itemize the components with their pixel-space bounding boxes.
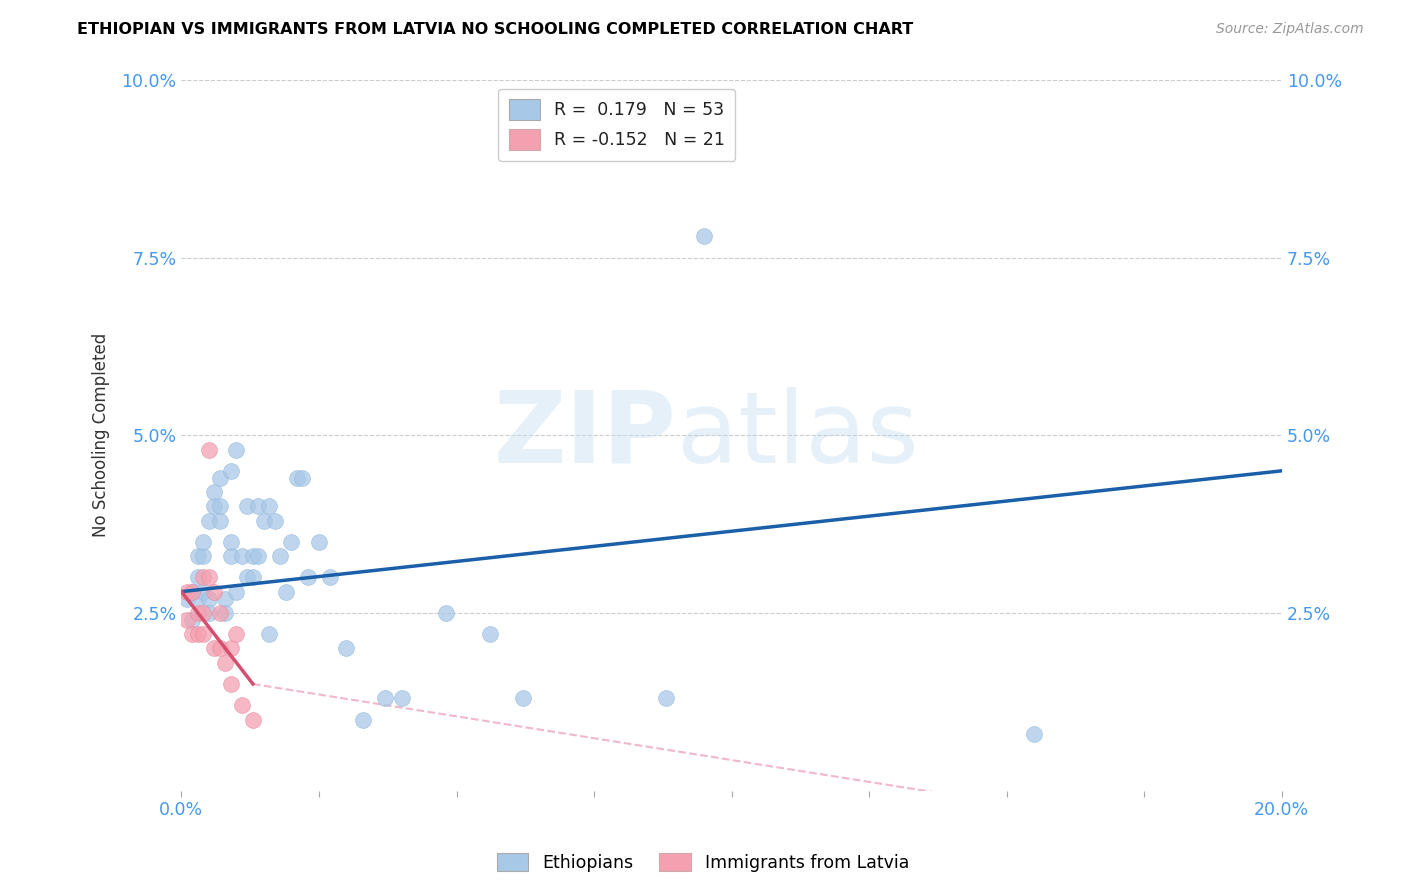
Point — [187, 606, 209, 620]
Point — [198, 442, 221, 457]
Point — [181, 584, 204, 599]
Point — [181, 584, 204, 599]
Point — [274, 584, 297, 599]
Point — [176, 591, 198, 606]
Point — [198, 591, 221, 606]
Point — [247, 549, 270, 563]
Point — [654, 691, 676, 706]
Point — [478, 627, 501, 641]
Point — [219, 549, 242, 563]
Point — [198, 606, 221, 620]
Text: Source: ZipAtlas.com: Source: ZipAtlas.com — [1216, 22, 1364, 37]
Point — [391, 691, 413, 706]
Point — [208, 514, 231, 528]
Point — [225, 442, 247, 457]
Text: atlas: atlas — [676, 387, 918, 483]
Point — [225, 584, 247, 599]
Point — [187, 570, 209, 584]
Point — [187, 627, 209, 641]
Point — [219, 534, 242, 549]
Y-axis label: No Schooling Completed: No Schooling Completed — [93, 334, 110, 537]
Point — [208, 606, 231, 620]
Point — [335, 641, 357, 656]
Point — [374, 691, 396, 706]
Point — [1024, 727, 1046, 741]
Point — [176, 584, 198, 599]
Point — [231, 698, 253, 713]
Point — [231, 549, 253, 563]
Point — [693, 229, 716, 244]
Point — [204, 485, 226, 500]
Point — [242, 713, 264, 727]
Point — [176, 613, 198, 627]
Point — [198, 514, 221, 528]
Text: ZIP: ZIP — [494, 387, 676, 483]
Point — [208, 500, 231, 514]
Point — [291, 471, 314, 485]
Point — [193, 627, 215, 641]
Point — [319, 570, 342, 584]
Point — [225, 627, 247, 641]
Point — [198, 570, 221, 584]
Point — [193, 570, 215, 584]
Point — [208, 471, 231, 485]
Point — [434, 606, 457, 620]
Point — [193, 534, 215, 549]
Point — [236, 570, 259, 584]
Point — [242, 570, 264, 584]
Text: ETHIOPIAN VS IMMIGRANTS FROM LATVIA NO SCHOOLING COMPLETED CORRELATION CHART: ETHIOPIAN VS IMMIGRANTS FROM LATVIA NO S… — [77, 22, 914, 37]
Point — [204, 500, 226, 514]
Point — [208, 641, 231, 656]
Point — [280, 534, 302, 549]
Legend: R =  0.179   N = 53, R = -0.152   N = 21: R = 0.179 N = 53, R = -0.152 N = 21 — [498, 88, 735, 161]
Point — [512, 691, 534, 706]
Point — [193, 606, 215, 620]
Point — [247, 500, 270, 514]
Point — [214, 656, 236, 670]
Point — [219, 641, 242, 656]
Point — [308, 534, 330, 549]
Point — [204, 641, 226, 656]
Point — [214, 606, 236, 620]
Point — [219, 677, 242, 691]
Legend: Ethiopians, Immigrants from Latvia: Ethiopians, Immigrants from Latvia — [491, 847, 915, 879]
Point — [259, 627, 281, 641]
Point — [269, 549, 291, 563]
Point — [219, 464, 242, 478]
Point — [187, 591, 209, 606]
Point — [187, 549, 209, 563]
Point — [204, 584, 226, 599]
Point — [297, 570, 319, 584]
Point — [193, 549, 215, 563]
Point — [352, 713, 374, 727]
Point — [259, 500, 281, 514]
Point — [181, 627, 204, 641]
Point — [193, 584, 215, 599]
Point — [264, 514, 287, 528]
Point — [214, 591, 236, 606]
Point — [285, 471, 308, 485]
Point — [253, 514, 276, 528]
Point — [242, 549, 264, 563]
Point — [181, 613, 204, 627]
Point — [236, 500, 259, 514]
